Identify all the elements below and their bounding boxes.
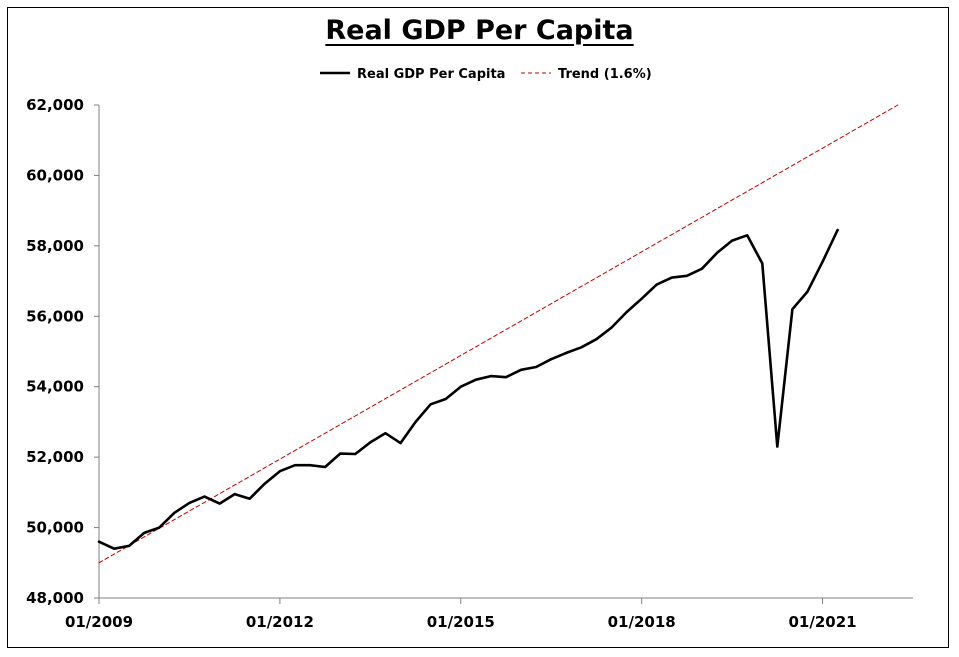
y-tick-label: 58,000 [26, 237, 84, 255]
x-tick-label: 01/2021 [789, 613, 857, 631]
legend: Real GDP Per Capita Trend (1.6%) [320, 67, 652, 82]
x-tick-label: 01/2012 [246, 613, 314, 631]
y-tick-label: 50,000 [26, 519, 84, 537]
legend-gdp-label: Real GDP Per Capita [357, 67, 505, 82]
chart-title: Real GDP Per Capita [325, 15, 634, 46]
axes: 48,000 50,000 52,000 54,000 56,000 58,000 60,0… [26, 96, 913, 631]
y-tick-label: 62,000 [26, 96, 84, 114]
chart-frame [7, 7, 949, 648]
y-tick-label: 52,000 [26, 448, 84, 466]
x-tick-label: 01/2009 [65, 613, 133, 631]
gdp-series-line [97, 228, 839, 551]
y-tick-label: 48,000 [26, 589, 84, 607]
y-tick-label: 54,000 [26, 378, 84, 396]
series-layer [97, 104, 899, 564]
x-tick-label: 01/2018 [608, 613, 676, 631]
y-tick-label: 56,000 [26, 307, 84, 325]
y-tick-label: 60,000 [26, 166, 84, 184]
trend-line [98, 104, 899, 564]
x-tick-label: 01/2015 [427, 613, 495, 631]
legend-trend-label: Trend (1.6%) [558, 67, 652, 82]
